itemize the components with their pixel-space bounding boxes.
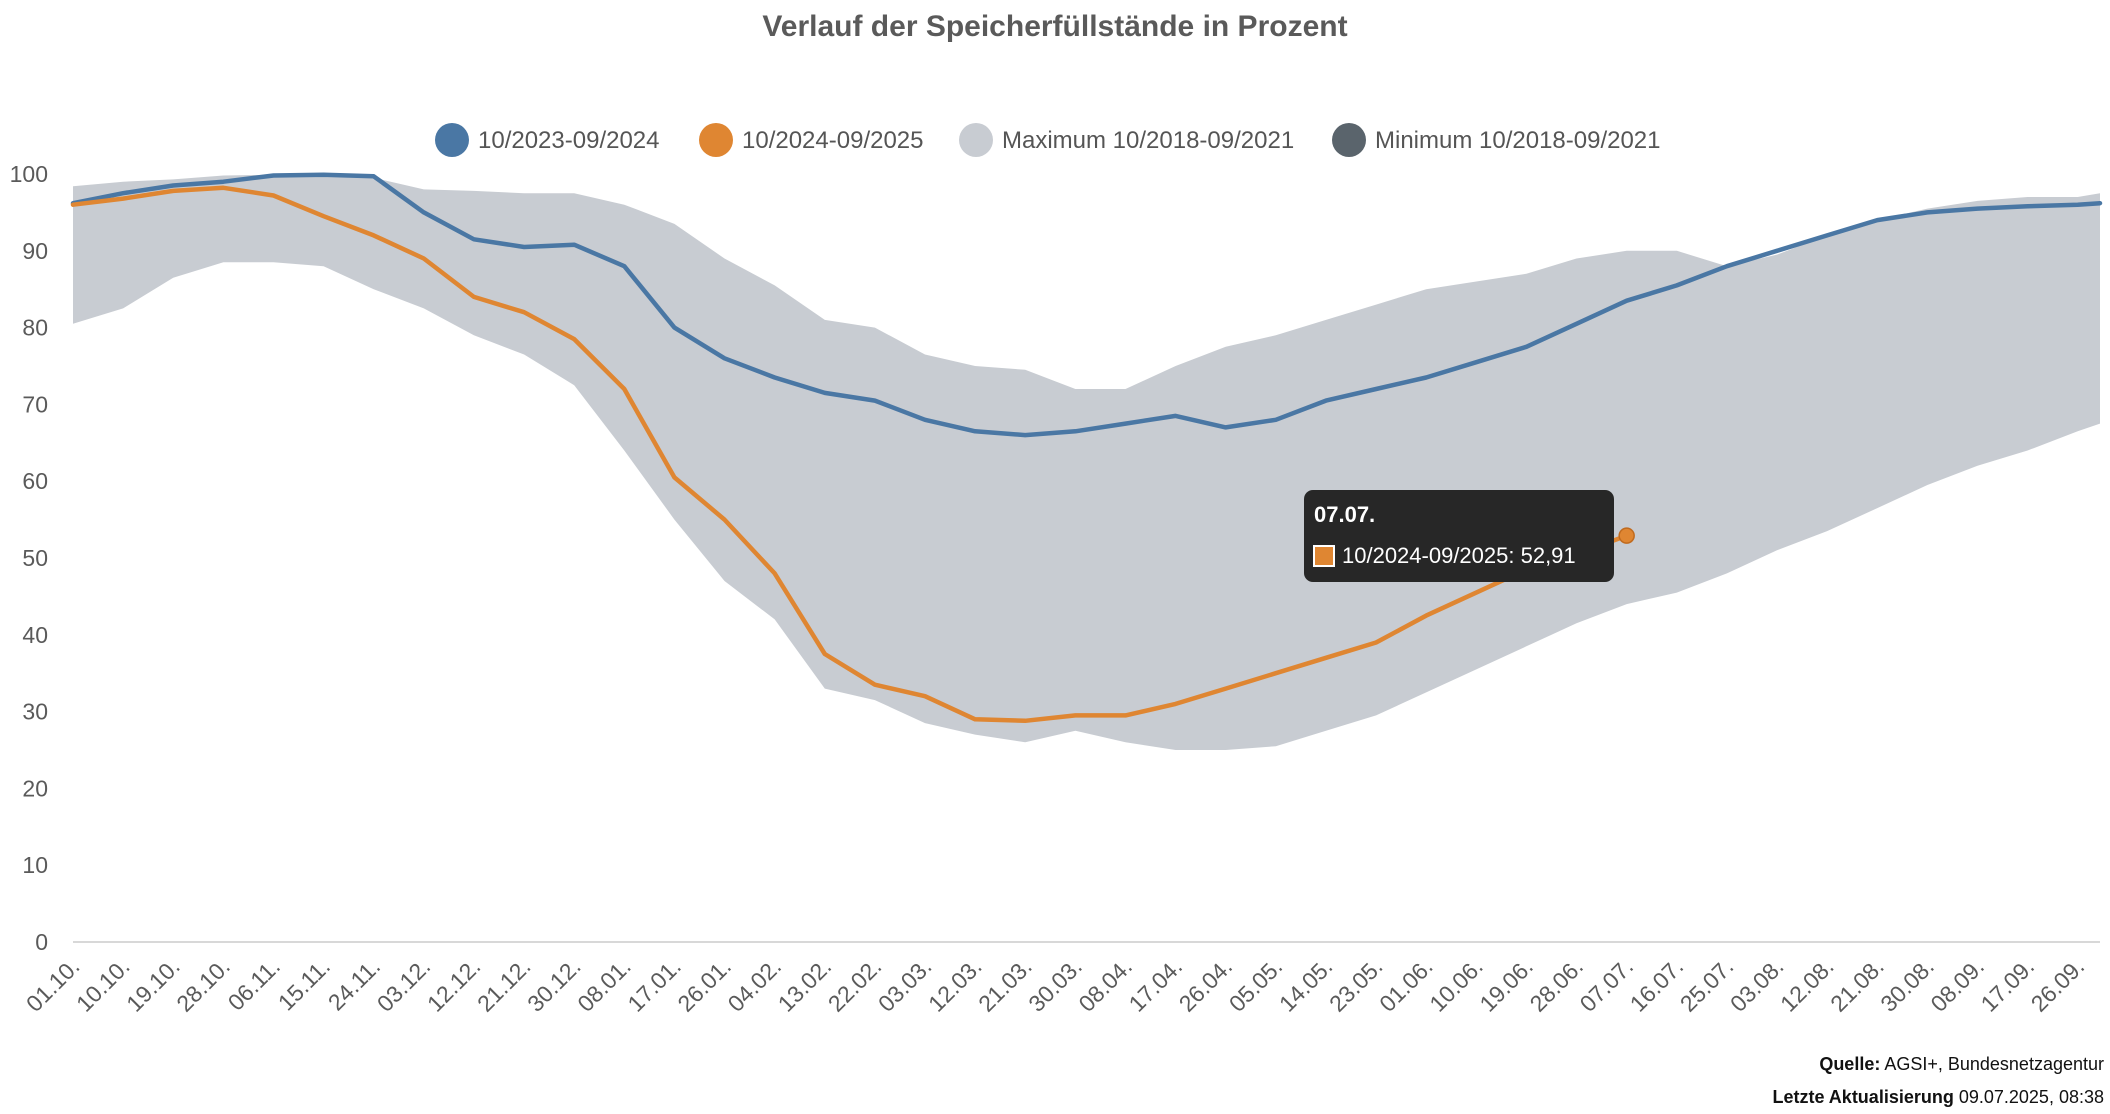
- plot-area: [70, 172, 2103, 751]
- x-tick-label: 16.07.: [1625, 953, 1689, 1017]
- series-line-2: [70, 185, 1629, 724]
- x-tick-label: 28.10.: [171, 953, 235, 1017]
- y-tick-label: 100: [10, 161, 48, 187]
- y-tick-label: 70: [22, 391, 48, 417]
- x-tick-label: 17.01.: [622, 953, 686, 1017]
- x-tick-label: 15.11.: [273, 953, 335, 1015]
- chart-title: Verlauf der Speicherfüllstände in Prozen…: [762, 10, 1348, 43]
- legend-label: Minimum 10/2018-09/2021: [1375, 127, 1661, 154]
- x-tick-label: 03.03.: [873, 953, 937, 1017]
- x-tick-label: 17.09.: [1976, 953, 2040, 1017]
- legend-marker: [435, 123, 469, 157]
- x-tick-label: 19.10.: [121, 953, 185, 1017]
- y-tick-label: 50: [22, 545, 48, 571]
- x-tick-label: 21.08.: [1825, 953, 1889, 1017]
- y-tick-label: 10: [22, 852, 48, 878]
- x-tick-label: 26.04.: [1174, 953, 1238, 1017]
- tooltip: 07.07. 10/2024-09/2025: 52,91: [1304, 490, 1614, 582]
- x-tick-label: 07.07.: [1575, 953, 1639, 1017]
- tooltip-value: 10/2024-09/2025: 52,91: [1342, 543, 1576, 568]
- x-tick-label: 14.05.: [1274, 953, 1338, 1017]
- x-tick-label: 26.01.: [672, 953, 736, 1017]
- legend-item[interactable]: Minimum 10/2018-09/2021: [1332, 123, 1661, 157]
- legend-item[interactable]: 10/2024-09/2025: [699, 123, 924, 157]
- x-tick-label: 12.08.: [1775, 953, 1839, 1017]
- x-tick-label: 05.05.: [1224, 953, 1288, 1017]
- legend-item[interactable]: Maximum 10/2018-09/2021: [959, 123, 1294, 157]
- x-tick-label: 17.04.: [1124, 953, 1188, 1017]
- x-tick-label: 25.07.: [1675, 953, 1739, 1017]
- source-line: Quelle: AGSI+, Bundesnetzagentur: [1772, 1048, 2104, 1081]
- y-tick-label: 90: [22, 238, 48, 264]
- x-tick-label: 30.12.: [522, 953, 586, 1017]
- tooltip-swatch: [1313, 545, 1335, 567]
- legend-label: Maximum 10/2018-09/2021: [1002, 127, 1294, 154]
- legend-item[interactable]: 10/2023-09/2024: [435, 123, 660, 157]
- legend-marker: [959, 123, 993, 157]
- y-tick-label: 60: [22, 468, 48, 494]
- y-axis: 0 10 20 30 40 50 60 70 80 90 100: [10, 161, 2100, 955]
- y-tick-label: 20: [22, 775, 48, 801]
- x-tick-label: 21.03.: [973, 953, 1037, 1017]
- x-tick-label: 01.06.: [1374, 953, 1438, 1017]
- x-tick-label: 26.09.: [2026, 953, 2090, 1017]
- update-line: Letzte Aktualisierung 09.07.2025, 08:38: [1772, 1081, 2104, 1114]
- x-tick-label: 10.06.: [1424, 953, 1488, 1017]
- legend: 10/2023-09/2024 10/2024-09/2025 Maximum 10…: [435, 123, 1661, 157]
- x-tick-label: 12.12.: [422, 953, 486, 1017]
- x-axis: 01.10.10.10.19.10.28.10.06.11.15.11.24.1…: [21, 953, 2089, 1017]
- range-band-max-min: [73, 174, 2100, 751]
- x-tick-label: 06.11.: [223, 953, 285, 1015]
- y-tick-label: 0: [35, 929, 48, 955]
- x-tick-label: 03.08.: [1725, 953, 1789, 1017]
- legend-label: 10/2023-09/2024: [478, 127, 660, 154]
- legend-marker: [699, 123, 733, 157]
- x-tick-label: 08.04.: [1073, 953, 1137, 1017]
- update-label: Letzte Aktualisierung: [1772, 1087, 1954, 1107]
- x-tick-label: 21.12.: [472, 953, 536, 1017]
- legend-marker: [1332, 123, 1366, 157]
- x-tick-label: 19.06.: [1474, 953, 1538, 1017]
- hover-point[interactable]: [1618, 527, 1635, 544]
- y-tick-label: 30: [22, 699, 48, 725]
- x-tick-label: 04.02.: [723, 953, 787, 1017]
- x-tick-label: 10.10.: [71, 953, 135, 1017]
- x-tick-label: 23.05.: [1324, 953, 1388, 1017]
- legend-label: 10/2024-09/2025: [742, 127, 924, 154]
- x-tick-label: 24.11.: [323, 953, 385, 1015]
- x-tick-label: 12.03.: [923, 953, 987, 1017]
- tooltip-box: [1304, 490, 1614, 582]
- y-tick-label: 40: [22, 622, 48, 648]
- x-tick-label: 30.03.: [1023, 953, 1087, 1017]
- source-note: Quelle: AGSI+, Bundesnetzagentur Letzte …: [1772, 1048, 2104, 1114]
- x-tick-label: 08.01.: [572, 953, 636, 1017]
- series-line-1: [70, 172, 2103, 438]
- x-tick-label: 13.02.: [773, 953, 837, 1017]
- x-tick-label: 03.12.: [372, 953, 436, 1017]
- x-tick-label: 28.06.: [1524, 953, 1588, 1017]
- y-tick-label: 80: [22, 315, 48, 341]
- tooltip-date: 07.07.: [1314, 502, 1375, 527]
- source-value: AGSI+, Bundesnetzagentur: [1884, 1054, 2104, 1074]
- x-tick-label: 08.09.: [1925, 953, 1989, 1017]
- x-tick-label: 01.10.: [21, 953, 85, 1017]
- source-label: Quelle:: [1819, 1054, 1881, 1074]
- x-tick-label: 30.08.: [1875, 953, 1939, 1017]
- x-tick-label: 22.02.: [823, 953, 887, 1017]
- update-value: 09.07.2025, 08:38: [1958, 1087, 2104, 1107]
